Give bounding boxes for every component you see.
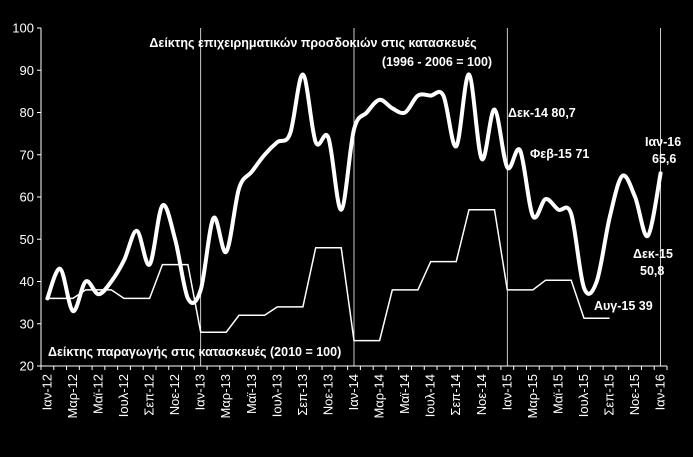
x-tick-label: Ιαν-16 — [653, 374, 668, 410]
y-tick-label: 30 — [20, 316, 34, 331]
annotation-dec14: Δεκ-14 80,7 — [508, 106, 576, 120]
axis-layer: 20 30 40 50 60 70 80 90 100 Ιαν-12 Μαρ-12 Μαϊ-12 Ιου… — [12, 21, 667, 419]
y-tick-label: 100 — [12, 21, 34, 36]
x-tick-label: Μαρ-13 — [218, 374, 233, 419]
x-tick-label: Ιουλ-12 — [116, 374, 131, 417]
x-tick-label: Ιουλ-15 — [576, 374, 591, 417]
x-tick-label: Ιουλ-14 — [423, 374, 438, 417]
x-tick-label: Σεπ-13 — [295, 374, 310, 416]
x-tick-label: Νοε-14 — [474, 374, 489, 415]
x-tick-label: Νοε-13 — [320, 374, 335, 415]
grid-layer — [200, 28, 662, 366]
x-tick-label: Μαϊ-15 — [550, 374, 565, 414]
y-tick-label: 70 — [20, 147, 34, 162]
chart-subtitle: (1996 - 2006 = 100) — [382, 55, 492, 69]
annotation-aug15: Αυγ-15 39 — [594, 299, 653, 313]
annotation-feb15: Φεβ-15 71 — [530, 147, 589, 161]
x-tick-label: Σεπ-12 — [142, 374, 157, 416]
x-tick-label: Μαρ-15 — [525, 374, 540, 419]
y-tick-label: 40 — [20, 274, 34, 289]
x-tick-label: Σεπ-14 — [448, 374, 463, 416]
y-tick-label: 80 — [20, 105, 34, 120]
x-tick-label: Μαρ-12 — [65, 374, 80, 419]
annotation-dec15-value: 50,8 — [640, 264, 664, 278]
x-tick-label: Ιαν-13 — [193, 374, 208, 410]
x-tick-label: Ιαν-14 — [346, 374, 361, 410]
chart-title: Δείκτης επιχειρηματικών προσδοκιών στις … — [149, 36, 476, 50]
x-tick-label: Σεπ-15 — [602, 374, 617, 416]
x-tick-label: Ιουλ-13 — [269, 374, 284, 417]
series-layer — [45, 72, 663, 342]
annotation-dec15-label: Δεκ-15 — [633, 247, 673, 261]
x-tick-label: Μαϊ-14 — [397, 374, 412, 414]
y-tick-label: 90 — [20, 63, 34, 78]
annotation-jan16-value: 65,6 — [652, 152, 676, 166]
x-tick-label: Νοε-15 — [627, 374, 642, 415]
x-tick-label: Μαρ-14 — [372, 374, 387, 419]
y-tick-label: 60 — [20, 190, 34, 205]
series-line-expectations — [45, 72, 663, 314]
series-label-production: Δείκτης παραγωγής στις κατασκευές (2010 … — [48, 345, 341, 359]
x-tick-label: Ιαν-12 — [39, 374, 54, 410]
x-tick-label: Μαϊ-12 — [90, 374, 105, 414]
x-tick-label: Νοε-12 — [167, 374, 182, 415]
x-tick-label: Ιαν-15 — [499, 374, 514, 410]
annotation-jan16-label: Ιαν-16 — [645, 135, 681, 149]
y-tick-label: 20 — [20, 359, 34, 374]
y-tick-label: 50 — [20, 232, 34, 247]
x-tick-label: Μαϊ-13 — [244, 374, 259, 414]
series-line-production — [47, 208, 610, 342]
